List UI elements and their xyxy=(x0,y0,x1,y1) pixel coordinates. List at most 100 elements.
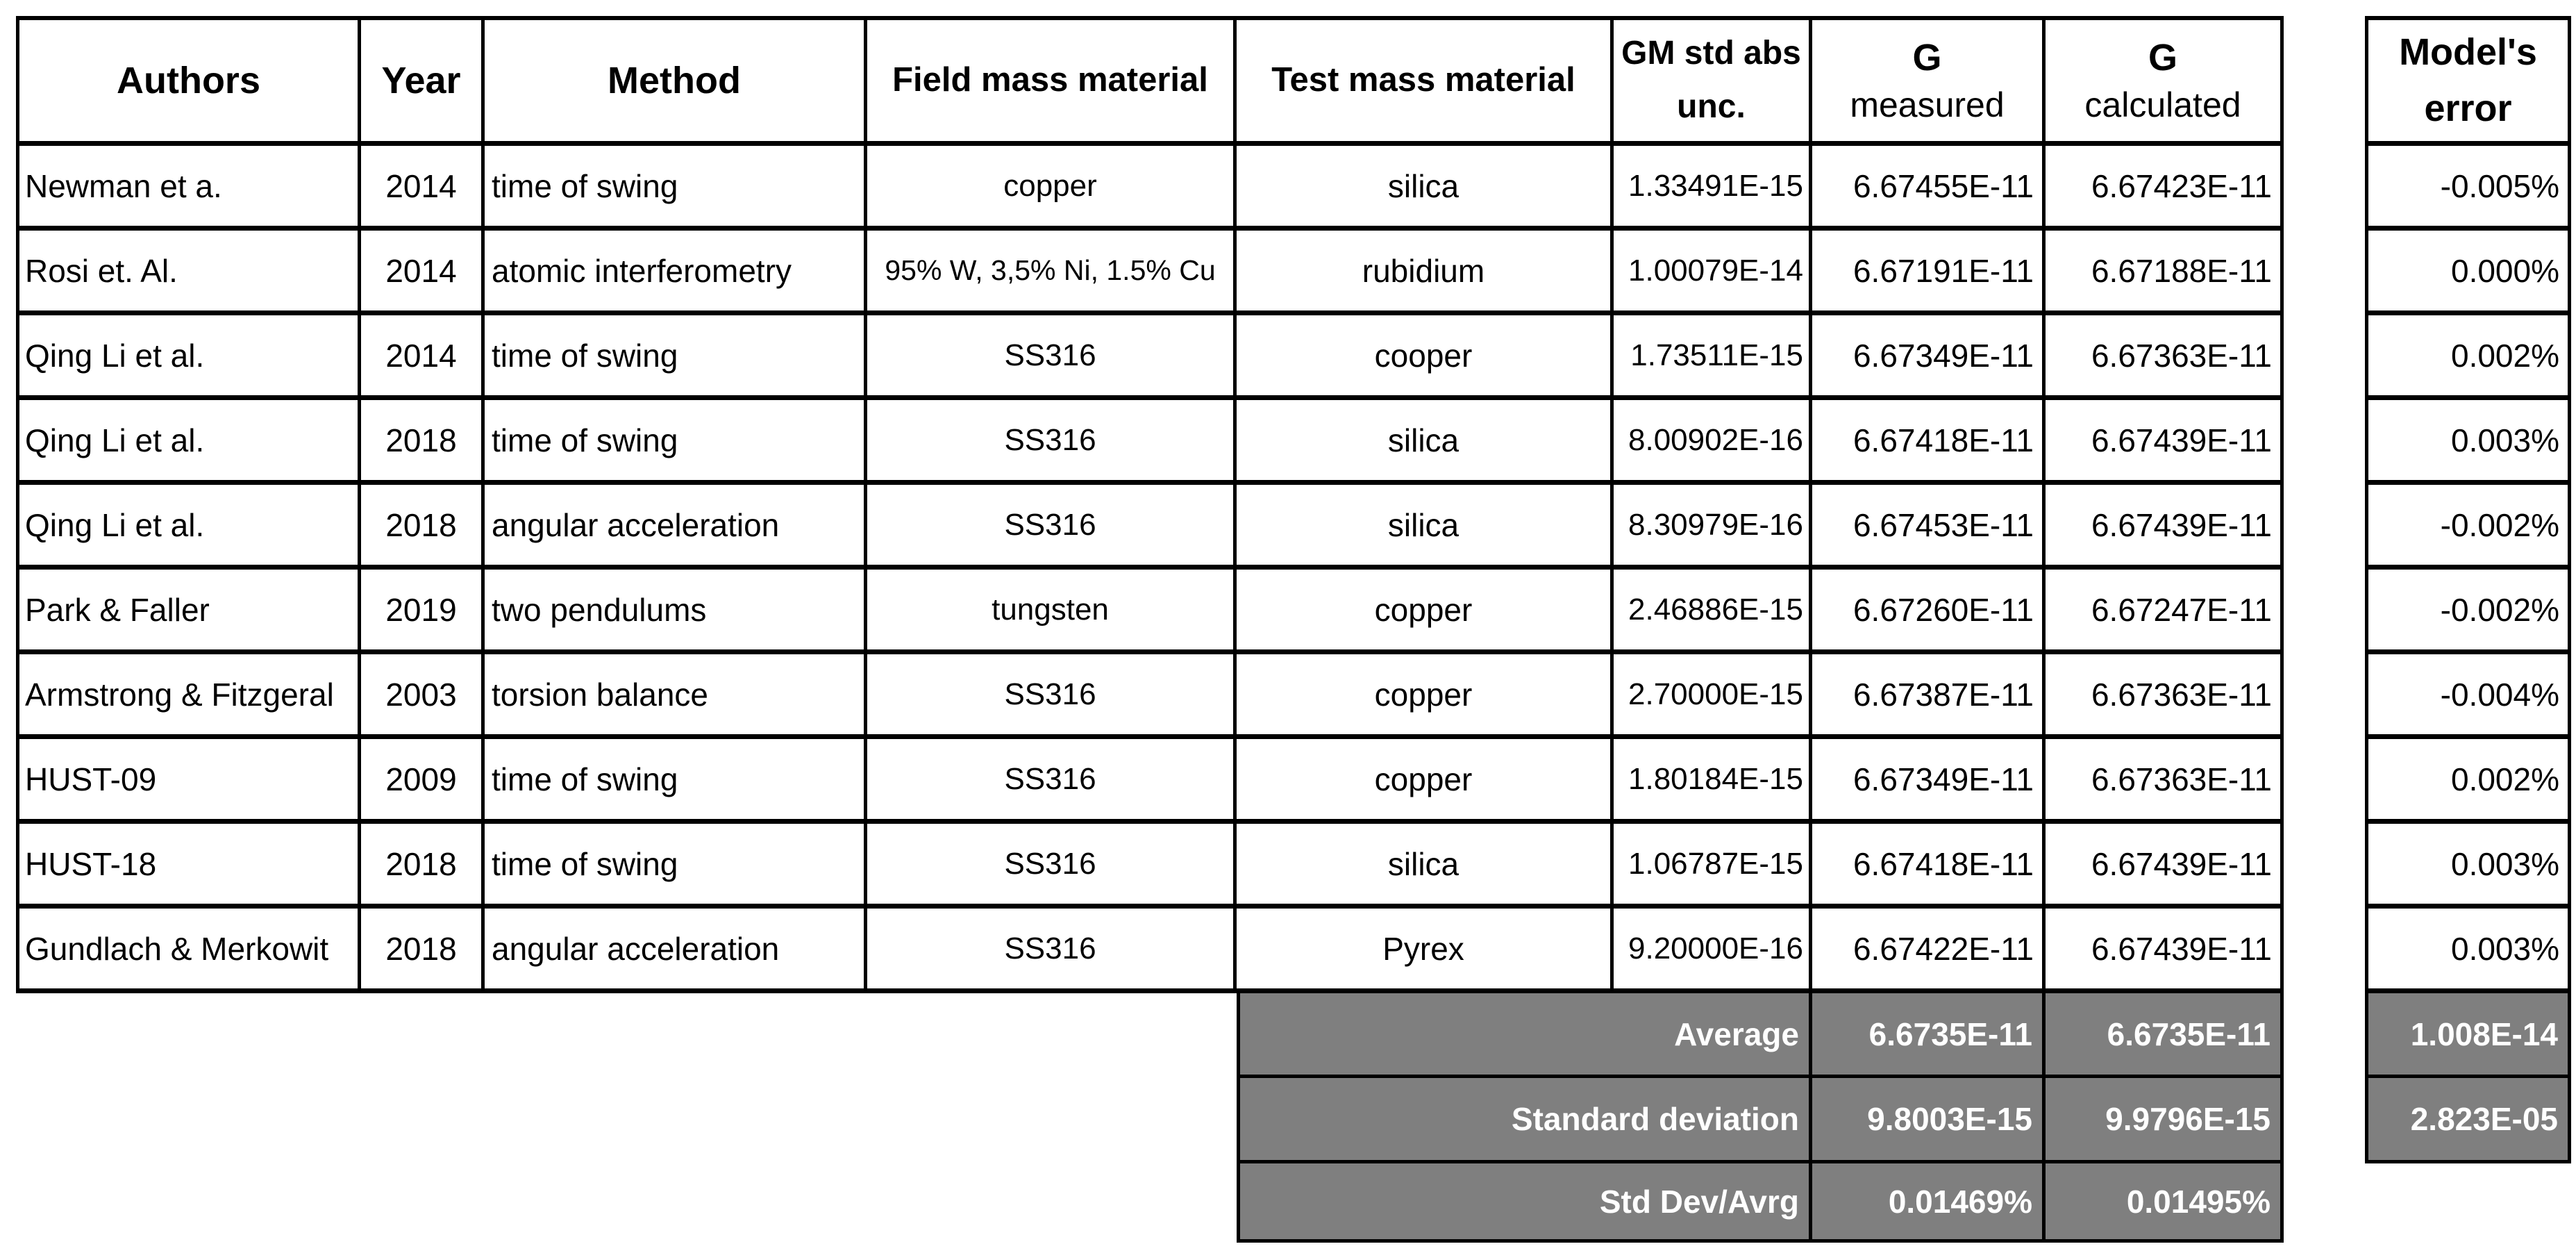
cell-method: time of swing xyxy=(485,400,867,485)
cell-g-calculated: 6.67439E-11 xyxy=(2046,400,2284,485)
summary-label-std-dev-avrg: Std Dev/Avrg xyxy=(1237,1163,1812,1243)
cell-g-calculated: 6.67439E-11 xyxy=(2046,909,2284,993)
header-field-mass-material: Field mass material xyxy=(867,16,1237,146)
cell-gm-unc: 1.33491E-15 xyxy=(1614,146,1812,231)
cell-method: two pendulums xyxy=(485,570,867,654)
cell-author: HUST-09 xyxy=(16,739,361,824)
cell-test-mass: copper xyxy=(1237,739,1614,824)
cell-method: atomic interferometry xyxy=(485,231,867,315)
summary-label-average: Average xyxy=(1237,993,1812,1078)
header-g-measured: G measured xyxy=(1812,16,2046,146)
header-year: Year xyxy=(361,16,485,146)
cell-field-mass: SS316 xyxy=(867,315,1237,400)
cell-test-mass: silica xyxy=(1237,824,1614,909)
cell-field-mass: tungsten xyxy=(867,570,1237,654)
cell-g-calculated: 6.67363E-11 xyxy=(2046,315,2284,400)
cell-g-calculated: 6.67247E-11 xyxy=(2046,570,2284,654)
cell-test-mass: copper xyxy=(1237,570,1614,654)
g-measurements-table: Authors Year Method Field mass material … xyxy=(16,16,2284,1243)
cell-year: 2019 xyxy=(361,570,485,654)
header-gm-std-abs-unc: GM std abs unc. xyxy=(1614,16,1812,146)
cell-gm-unc: 1.80184E-15 xyxy=(1614,739,1812,824)
summary-value-g-calculated: 0.01495% xyxy=(2046,1163,2284,1243)
model-error-summary-average: 1.008E-14 xyxy=(2365,993,2571,1078)
cell-test-mass: silica xyxy=(1237,400,1614,485)
cell-model-error: 0.003% xyxy=(2365,909,2571,993)
cell-gm-unc: 8.30979E-16 xyxy=(1614,485,1812,570)
cell-gm-unc: 1.73511E-15 xyxy=(1614,315,1812,400)
cell-test-mass: silica xyxy=(1237,146,1614,231)
cell-method: angular acceleration xyxy=(485,485,867,570)
cell-method: time of swing xyxy=(485,146,867,231)
cell-g-measured: 6.67418E-11 xyxy=(1812,400,2046,485)
summary-spacer xyxy=(16,1163,1237,1243)
summary-spacer xyxy=(16,1078,1237,1163)
cell-g-measured: 6.67455E-11 xyxy=(1812,146,2046,231)
cell-method: time of swing xyxy=(485,824,867,909)
cell-gm-unc: 2.46886E-15 xyxy=(1614,570,1812,654)
header-test-mass-material: Test mass material xyxy=(1237,16,1614,146)
cell-g-measured: 6.67422E-11 xyxy=(1812,909,2046,993)
cell-g-measured: 6.67418E-11 xyxy=(1812,824,2046,909)
cell-method: angular acceleration xyxy=(485,909,867,993)
cell-model-error: -0.005% xyxy=(2365,146,2571,231)
cell-gm-unc: 2.70000E-15 xyxy=(1614,654,1812,739)
summary-label-standard-deviation: Standard deviation xyxy=(1237,1078,1812,1163)
cell-g-calculated: 6.67188E-11 xyxy=(2046,231,2284,315)
cell-g-measured: 6.67349E-11 xyxy=(1812,739,2046,824)
model-error-summary-standard-deviation: 2.823E-05 xyxy=(2365,1078,2571,1163)
cell-g-calculated: 6.67439E-11 xyxy=(2046,485,2284,570)
header-models-error: Model's error xyxy=(2365,16,2571,146)
cell-g-calculated: 6.67363E-11 xyxy=(2046,739,2284,824)
cell-g-measured: 6.67260E-11 xyxy=(1812,570,2046,654)
cell-model-error: -0.004% xyxy=(2365,654,2571,739)
cell-field-mass: SS316 xyxy=(867,739,1237,824)
summary-value-g-calculated: 6.6735E-11 xyxy=(2046,993,2284,1078)
cell-test-mass: rubidium xyxy=(1237,231,1614,315)
cell-field-mass: SS316 xyxy=(867,485,1237,570)
summary-value-g-measured: 0.01469% xyxy=(1812,1163,2046,1243)
header-g-calculated-line2: calculated xyxy=(2084,85,2241,124)
cell-field-mass: 95% W, 3,5% Ni, 1.5% Cu xyxy=(867,231,1237,315)
cell-gm-unc: 1.06787E-15 xyxy=(1614,824,1812,909)
cell-author: Newman et a. xyxy=(16,146,361,231)
summary-value-g-measured: 6.6735E-11 xyxy=(1812,993,2046,1078)
cell-year: 2009 xyxy=(361,739,485,824)
cell-field-mass: SS316 xyxy=(867,654,1237,739)
cell-model-error: -0.002% xyxy=(2365,570,2571,654)
cell-year: 2018 xyxy=(361,909,485,993)
header-g-calculated-line1: G xyxy=(2148,37,2177,79)
cell-test-mass: Pyrex xyxy=(1237,909,1614,993)
cell-author: Qing Li et al. xyxy=(16,315,361,400)
cell-g-measured: 6.67349E-11 xyxy=(1812,315,2046,400)
cell-g-measured: 6.67387E-11 xyxy=(1812,654,2046,739)
header-g-measured-line2: measured xyxy=(1850,85,2005,124)
header-g-measured-line1: G xyxy=(1912,37,1942,79)
cell-field-mass: SS316 xyxy=(867,400,1237,485)
summary-value-g-calculated: 9.9796E-15 xyxy=(2046,1078,2284,1163)
cell-model-error: 0.003% xyxy=(2365,824,2571,909)
cell-year: 2018 xyxy=(361,400,485,485)
cell-model-error: 0.002% xyxy=(2365,315,2571,400)
cell-year: 2018 xyxy=(361,485,485,570)
summary-spacer xyxy=(16,993,1237,1078)
cell-author: Rosi et. Al. xyxy=(16,231,361,315)
cell-g-measured: 6.67453E-11 xyxy=(1812,485,2046,570)
cell-field-mass: SS316 xyxy=(867,909,1237,993)
cell-author: Qing Li et al. xyxy=(16,485,361,570)
cell-test-mass: silica xyxy=(1237,485,1614,570)
cell-year: 2014 xyxy=(361,231,485,315)
cell-g-measured: 6.67191E-11 xyxy=(1812,231,2046,315)
cell-author: Qing Li et al. xyxy=(16,400,361,485)
cell-model-error: -0.002% xyxy=(2365,485,2571,570)
cell-test-mass: cooper xyxy=(1237,315,1614,400)
cell-year: 2018 xyxy=(361,824,485,909)
cell-gm-unc: 8.00902E-16 xyxy=(1614,400,1812,485)
header-g-calculated: G calculated xyxy=(2046,16,2284,146)
cell-author: Gundlach & Merkowit xyxy=(16,909,361,993)
cell-gm-unc: 9.20000E-16 xyxy=(1614,909,1812,993)
cell-author: Park & Faller xyxy=(16,570,361,654)
cell-model-error: 0.002% xyxy=(2365,739,2571,824)
cell-gm-unc: 1.00079E-14 xyxy=(1614,231,1812,315)
